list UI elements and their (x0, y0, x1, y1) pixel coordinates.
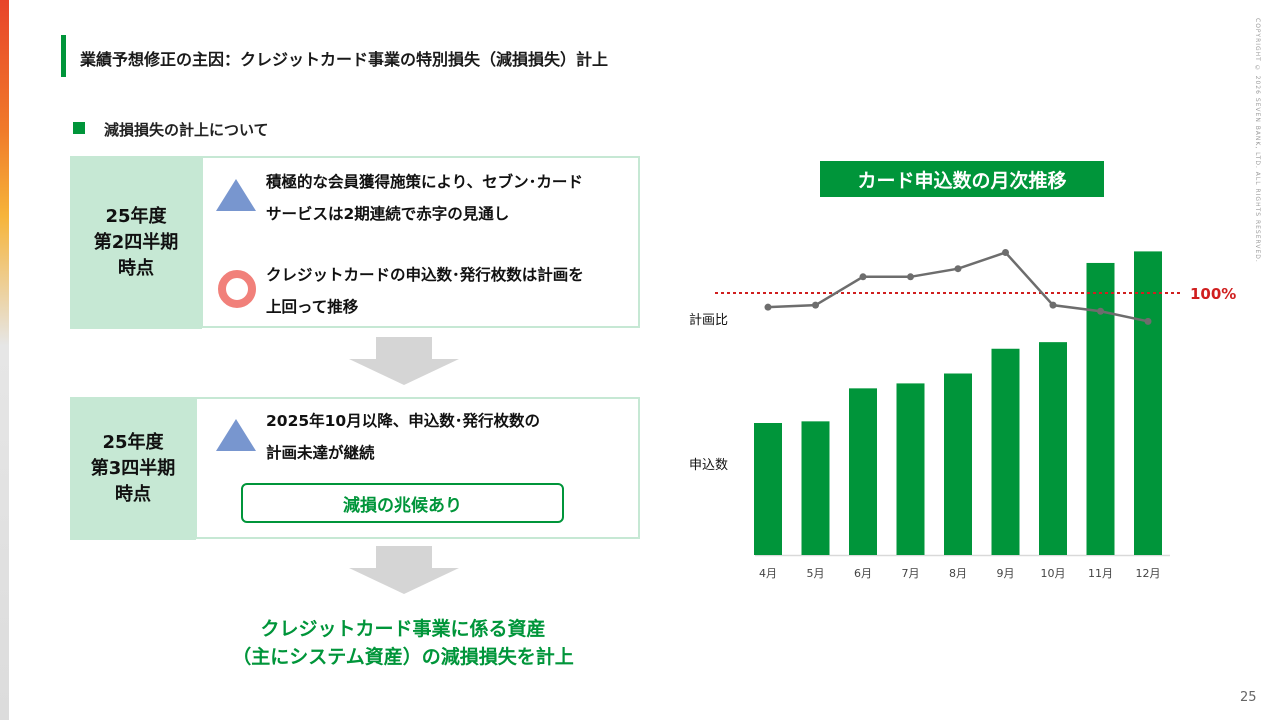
plan-ratio-point (1049, 301, 1057, 309)
plan-ratio-point (764, 303, 772, 311)
line-series-label: 計画比 (689, 312, 728, 328)
plan-ratio-point (859, 273, 867, 281)
plan-ratio-point (1002, 249, 1009, 256)
application-count-bar (754, 423, 782, 555)
q2-item-2-text: クレジットカードの申込数･発行枚数は計画を 上回って推移 (266, 266, 584, 316)
section-heading: 減損損失の計上について (104, 121, 269, 139)
plan-ratio-point (1144, 317, 1152, 325)
application-count-bar (801, 421, 830, 555)
application-count-bar (896, 383, 925, 555)
bar-series-label: 申込数 (689, 458, 728, 473)
plan-ratio-point (812, 301, 819, 309)
triangle-icon (216, 179, 256, 211)
q2-content-box (201, 156, 640, 328)
application-count-bar (1086, 262, 1115, 555)
x-tick-label: 6月 (854, 567, 872, 580)
down-arrow-icon (349, 546, 459, 594)
x-tick-label: 9月 (997, 567, 1015, 580)
plan-ratio-point (954, 265, 962, 273)
circle-icon (218, 270, 256, 308)
q3-content-box (195, 397, 640, 539)
q2-period-label: 25年度 第2四半期 時点 (70, 156, 202, 329)
impairment-sign-badge: 減損の兆候あり (241, 483, 564, 523)
x-tick-label: 11月 (1088, 567, 1113, 580)
application-count-bar (991, 348, 1020, 555)
q3-item-1-text: 2025年10月以降、申込数･発行枚数の 計画未達が継続 (266, 412, 540, 462)
x-tick-label: 10月 (1041, 567, 1066, 580)
x-tick-label: 4月 (759, 567, 777, 580)
q3-period-label: 25年度 第3四半期 時点 (70, 397, 196, 540)
section-bullet-icon (73, 122, 85, 134)
down-arrow-icon (349, 337, 459, 385)
triangle-icon (216, 419, 256, 451)
q2-item-1-text: 積極的な会員獲得施策により、セブン･カード サービスは2期連続で赤字の見通し (266, 173, 583, 223)
application-count-bar (1134, 251, 1162, 555)
conclusion-text: クレジットカード事業に係る資産 （主にシステム資産）の減損損失を計上 (232, 618, 574, 668)
x-tick-label: 8月 (949, 567, 967, 580)
x-tick-label: 5月 (807, 567, 825, 580)
plan-ratio-point (907, 273, 914, 281)
page-number: 25 (1240, 690, 1257, 705)
chart-title: カード申込数の月次推移 (820, 161, 1104, 197)
copyright-notice: COPYRIGHT © 2026 SEVEN BANK, LTD. ALL RI… (1254, 18, 1261, 263)
plan-ratio-point (1097, 307, 1104, 315)
x-tick-label: 12月 (1136, 567, 1161, 580)
application-count-bar (1039, 342, 1067, 555)
title-accent-bar (61, 35, 66, 77)
x-tick-label: 7月 (902, 567, 920, 580)
application-count-bar (944, 373, 972, 555)
reference-line-label: 100% (1190, 285, 1236, 303)
application-count-bar (849, 388, 877, 555)
left-accent-stripe (0, 0, 9, 720)
page-title: 業績予想修正の主因：クレジットカード事業の特別損失（減損損失）計上 (80, 50, 609, 69)
